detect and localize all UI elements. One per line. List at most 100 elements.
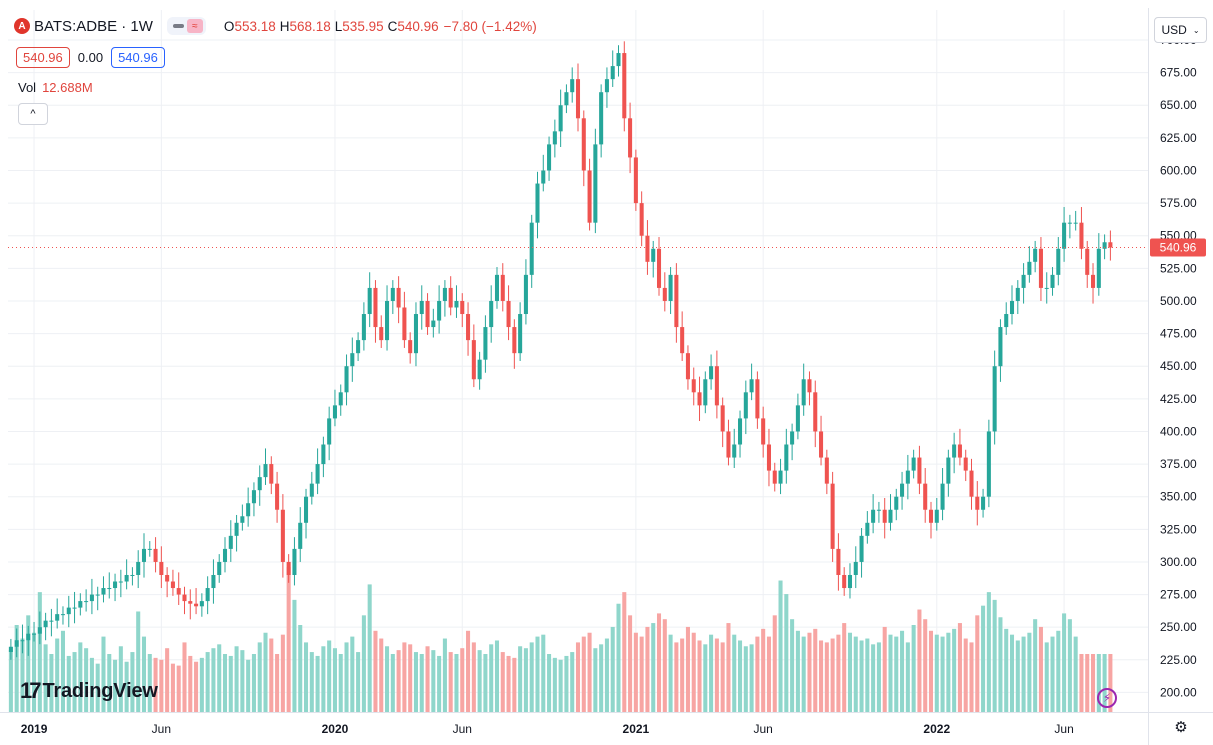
volume-bar [107,654,112,712]
volume-bar [639,636,644,712]
volume-bar [662,619,667,712]
candle-body [500,274,505,301]
candle-body [743,392,748,419]
candle-body [905,470,910,484]
volume-bar [460,648,465,712]
candle-body [1044,287,1049,289]
candle-body [263,464,268,478]
candle-body [998,327,1003,367]
candle-body [790,431,795,445]
volume-label: Vol [18,80,37,95]
candle-body [761,418,766,445]
volume-bar [772,615,777,712]
candle-body [842,574,847,589]
volume-bar [923,619,928,712]
candle-body [749,379,754,393]
tradingview-logo[interactable]: 17 TradingView [20,678,158,704]
collapse-legend-button[interactable]: ^ [18,103,48,125]
volume-bar [674,642,679,712]
candle-body [813,392,818,432]
volume-bar [986,592,991,712]
volume-bar [859,640,864,712]
candle-body [8,646,13,652]
candle-body [1027,261,1032,275]
settings-gear-icon[interactable]: ⚙ [1174,719,1188,736]
candle-body [413,314,418,354]
legend-toggle[interactable]: ≈ [166,17,206,35]
volume-bar [1096,654,1101,712]
volume-bar [552,657,557,712]
volume-bar [819,640,824,712]
volume-bar [801,636,806,712]
volume-bar [963,638,968,712]
wave-icon[interactable]: ≈ [186,19,203,33]
volume-bar [882,626,887,712]
candle-body [442,287,447,301]
candle-body [720,405,725,432]
candle-body [373,287,378,328]
currency-selector[interactable]: USD ⌄ [1154,17,1207,43]
volume-bar [836,634,841,712]
grid-lines [8,10,1148,712]
flash-icon[interactable]: ⚡ [1097,688,1117,708]
volume-bar [709,634,714,712]
currency-label: USD [1161,23,1187,37]
volume-bar [830,638,835,712]
last-price-tag [1150,238,1206,257]
candle-body [876,509,881,511]
volume-bar [732,634,737,712]
tradingview-mark-icon: 17 [20,678,42,703]
sell-price-box[interactable]: 540.96 [16,47,70,68]
x-tick-label: 2022 [923,722,950,736]
volume-bar [1062,613,1067,712]
volume-bar [1009,634,1015,712]
candle-body [176,588,181,595]
last-price-marker: 540.96 [8,238,1206,257]
volume-bar [385,646,390,712]
volume-bar [871,644,876,712]
ohlc-low: L535.95 [334,18,384,34]
y-tick-label: 525.00 [1160,261,1197,275]
candle-body [118,581,123,583]
candle-body [830,483,835,549]
hide-series-icon[interactable] [172,24,184,28]
volume-bar [547,654,552,712]
volume-bar [286,567,291,712]
volume-bar [1079,654,1084,712]
candle-body [1079,222,1084,249]
candle-body [217,561,222,575]
candle-body [228,535,233,549]
volume-bar [1021,636,1026,712]
candle-body [471,340,476,380]
volume-bar [512,657,517,712]
volume-bar [466,630,471,712]
volume-bar [78,642,83,712]
volume-bar [853,636,858,712]
candle-body [859,535,864,562]
candle-body [587,170,592,223]
y-tick-label: 675.00 [1160,66,1197,80]
candle-body [934,509,939,523]
x-tick-label: Jun [753,722,772,736]
volume-bar [535,636,540,712]
candle-body [836,548,841,575]
candle-body [766,444,771,471]
candle-body [1062,222,1067,249]
candle-body [477,359,482,380]
volume-bar [685,626,690,712]
volume-bar [697,640,702,712]
volume-bar [338,654,343,712]
candle-body [807,379,812,393]
candle-body [205,588,210,602]
volume-bar [1085,654,1090,712]
candle-body [622,53,627,119]
volume-bar [147,654,152,712]
volume-bar [500,652,505,712]
candle-body [113,581,118,589]
buy-price-box[interactable]: 540.96 [111,47,165,68]
candle-body [419,300,424,315]
volume-bar [587,632,592,712]
symbol-title[interactable]: BATS:ADBE · 1W [34,17,153,35]
candle-body [819,431,824,458]
